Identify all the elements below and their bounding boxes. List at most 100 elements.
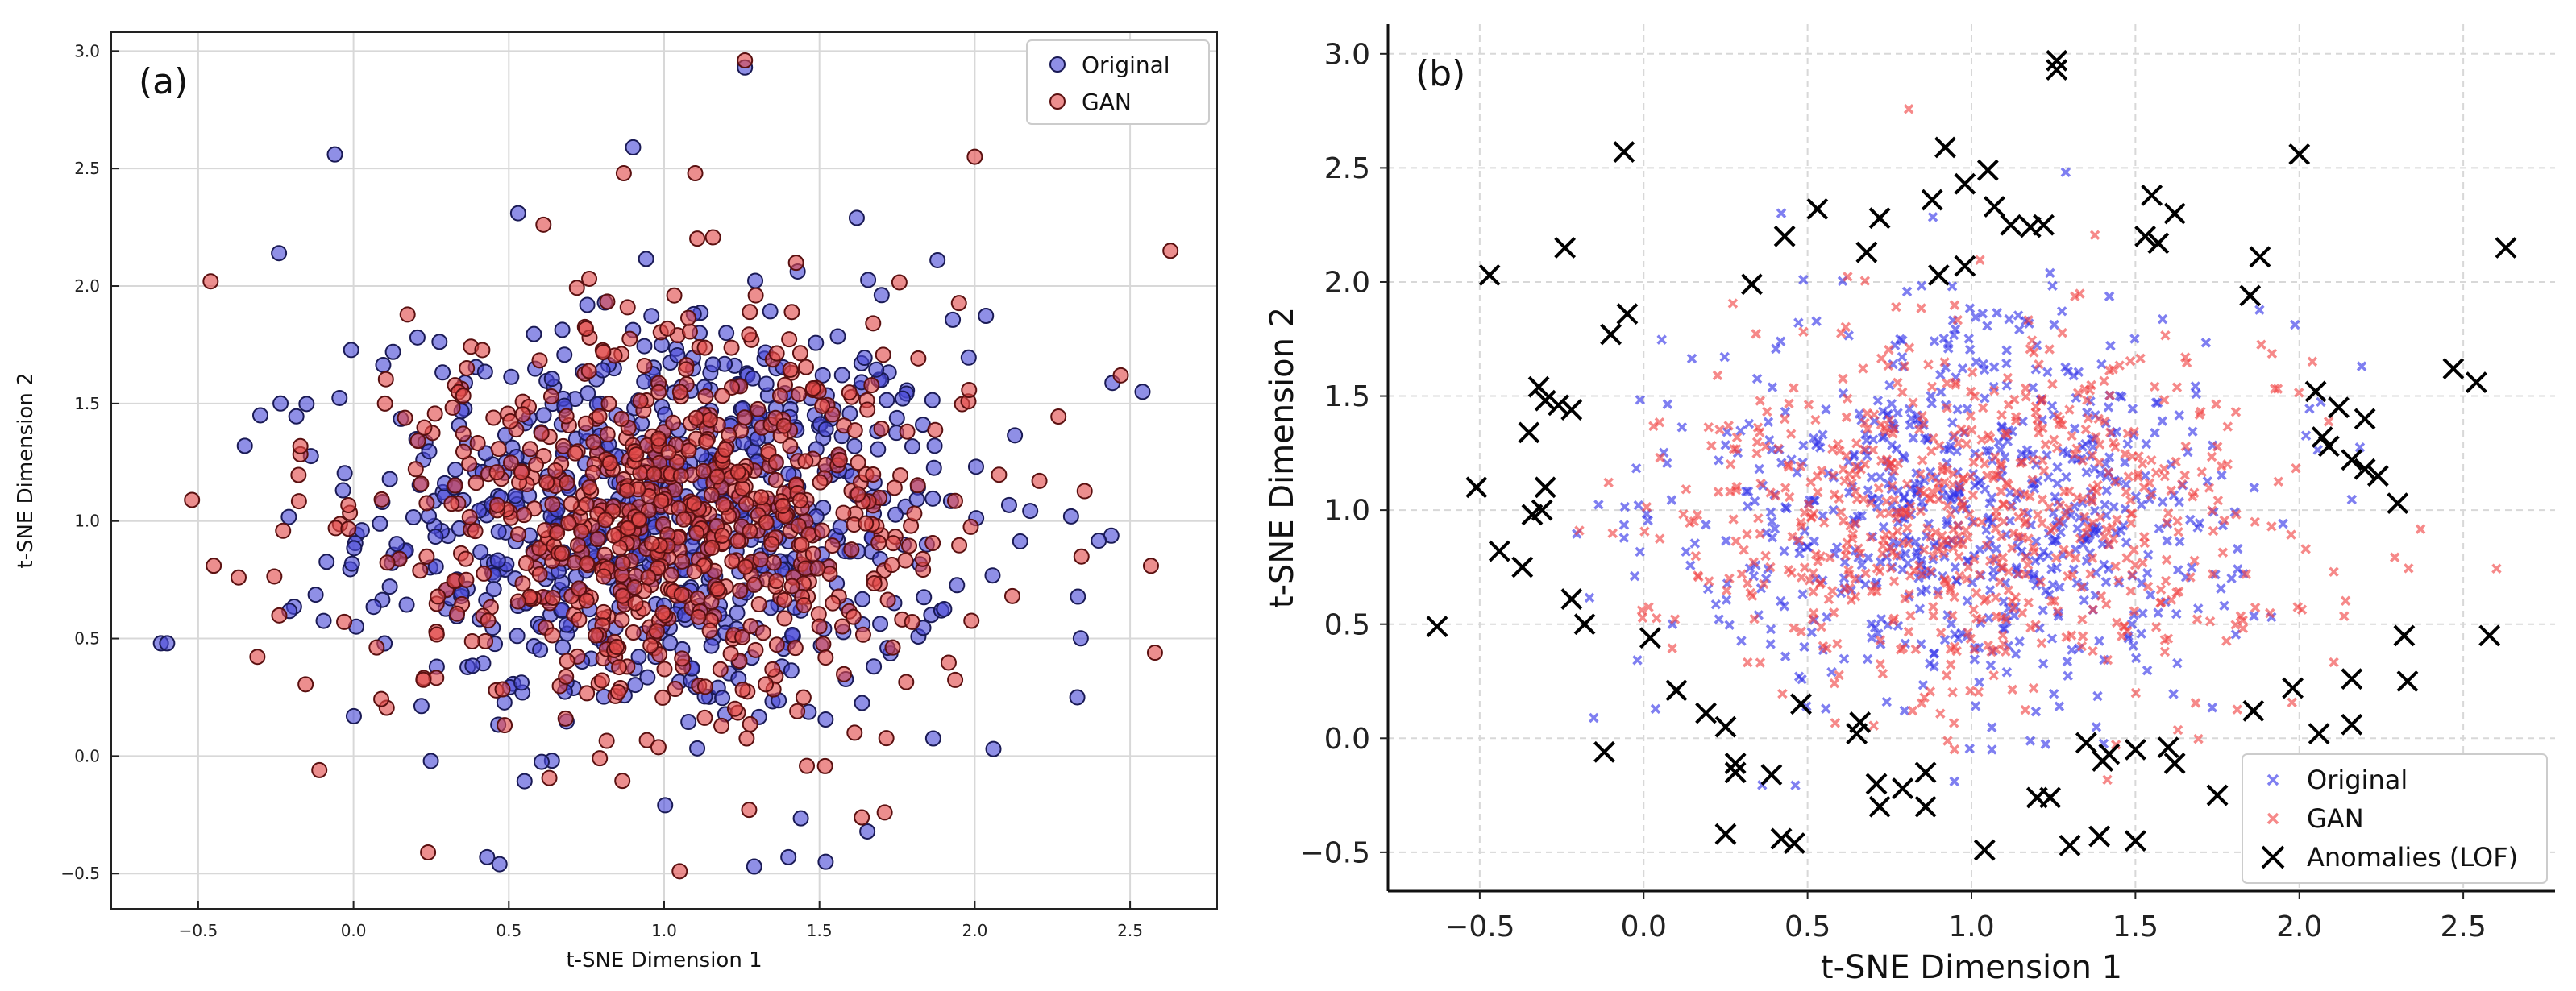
panel-a-gan-point <box>531 566 548 583</box>
panel-b-gan-point <box>1962 574 1972 585</box>
panel-b-gan-point <box>1784 491 1795 503</box>
panel-b-gan-point <box>1742 529 1752 540</box>
panel-b-original-point <box>2192 603 2204 614</box>
panel-b-gan-point <box>1827 586 1838 596</box>
panel-b-original-point <box>2014 324 2025 335</box>
panel-a-gan-point <box>558 408 575 425</box>
panel-a-gan-point <box>742 304 758 321</box>
panel-b-gan-point <box>2212 442 2223 452</box>
panel-b-gan-point <box>1847 529 1859 540</box>
panel-b-anomalies-lof-point <box>2393 624 2416 647</box>
panel-b-gan-point <box>1704 576 1714 587</box>
panel-b-original-point <box>1776 458 1787 468</box>
panel-a-original-point <box>490 523 507 540</box>
panel-b-original-point <box>1767 516 1777 527</box>
panel-b-gan-point <box>1877 548 1888 559</box>
panel-b-gan-point <box>2133 469 2143 479</box>
panel-b-gan-point <box>1913 560 1925 570</box>
panel-a-gan-point <box>444 399 461 416</box>
panel-b-gan-point <box>2099 416 2110 427</box>
panel-b-gan-point <box>1947 610 1958 621</box>
panel-b-x-tick-label: 1.5 <box>2113 910 2158 943</box>
panel-b-anomalies-lof-point <box>1760 764 1783 786</box>
panel-a-gan-point <box>816 757 833 774</box>
panel-a-gan-point <box>712 661 729 678</box>
panel-a-original-point <box>526 325 542 342</box>
panel-a-gan-point <box>560 515 577 532</box>
panel-b-gan-point <box>1865 497 1876 508</box>
panel-a-gan-point <box>627 595 644 612</box>
panel-b-anomalies-lof-point <box>2354 458 2376 480</box>
panel-b-gan-point <box>2222 421 2233 432</box>
panel-a-gan-point <box>489 496 506 513</box>
panel-b-original-point <box>1650 703 1661 715</box>
panel-b-gan-point <box>2102 654 2113 666</box>
panel-a-original-point <box>472 544 489 561</box>
panel-a-gan-point <box>399 306 416 323</box>
panel-b-gan-point <box>1916 698 1927 708</box>
panel-b-original-point <box>1618 520 1630 530</box>
panel-a-gan-point <box>430 588 447 605</box>
panel-b-gan-point <box>2192 614 2203 624</box>
panel-b-original-point <box>1793 671 1805 682</box>
panel-b-original-point <box>2054 701 2065 711</box>
panel-b-gan-point <box>1808 587 1818 597</box>
panel-a-gan-point <box>659 320 676 337</box>
panel-a-gan-point <box>588 627 605 644</box>
panel-b-gan-point <box>1914 424 1925 435</box>
panel-b-original-point <box>2056 306 2067 317</box>
panel-b-anomalies-lof-point <box>2308 723 2330 745</box>
panel-b-gan-point <box>2113 575 2124 586</box>
panel-b-original-point <box>2058 446 2068 457</box>
panel-a-gan-point <box>541 769 558 786</box>
panel-b-gan-point <box>1954 551 1964 562</box>
panel-b-original-point <box>1942 516 1953 527</box>
panel-a-gan-point <box>1112 367 1129 384</box>
panel-b-original-point <box>2128 641 2138 651</box>
panel-a-gan-point <box>397 409 413 426</box>
panel-a-original-point <box>427 558 444 575</box>
panel-b-gan-point <box>2037 517 2047 529</box>
panel-b-anomalies-lof-point <box>2354 408 2376 430</box>
panel-b-original-point <box>1760 573 1772 584</box>
panel-a-gan-point <box>671 384 688 400</box>
panel-b-gan-point <box>1759 578 1769 590</box>
panel-b-gan-point <box>1851 437 1862 449</box>
panel-b-gan-point <box>2266 348 2278 359</box>
panel-a-gan-point <box>413 475 430 492</box>
panel-b-original-point <box>1974 677 1984 687</box>
panel-b-original-point <box>1685 560 1696 570</box>
panel-a-gan-point <box>687 165 704 182</box>
panel-b-original-point <box>1964 344 1976 355</box>
panel-b-gan-point <box>1810 414 1821 425</box>
panel-a-gan-point <box>376 395 393 412</box>
panel-b-original-point <box>1702 583 1714 595</box>
panel-a-gan-point <box>457 550 474 567</box>
panel-b-original-point <box>2030 536 2042 547</box>
panel-b-gan-point <box>1652 612 1662 624</box>
panel-b-gan-point <box>1796 572 1807 583</box>
panel-b-gan-point <box>2294 388 2304 398</box>
panel-b-gan-point <box>2286 529 2296 540</box>
panel-a-gan-point <box>428 626 445 643</box>
panel-b-original-point <box>2138 607 2148 619</box>
panel-b-gan-point <box>2142 581 2154 592</box>
panel-b-original-point <box>2046 564 2057 574</box>
panel-b-original-point <box>1797 589 1808 599</box>
panel-b-original-point <box>2249 611 2259 621</box>
panel-b-gan-point <box>1965 471 1976 482</box>
panel-b-gan-point <box>1743 657 1753 668</box>
panel-a-gan-point <box>494 681 511 698</box>
panel-b-gan-point <box>1973 686 1984 698</box>
panel-b-anomalies-lof-point <box>1560 588 1583 610</box>
panel-b-gan-point <box>1875 635 1886 645</box>
panel-b-anomalies-lof-point <box>1527 375 1550 398</box>
panel-b-gan-point <box>1928 551 1938 562</box>
panel-a-original-point <box>929 251 946 268</box>
panel-b-gan-point <box>1968 604 1979 615</box>
panel-a-gan-point <box>899 423 916 440</box>
panel-a-gan-point <box>547 462 564 479</box>
panel-a-gan-point <box>787 255 804 272</box>
panel-b-original-point <box>1689 538 1701 549</box>
panel-a-gan-point <box>841 384 858 401</box>
